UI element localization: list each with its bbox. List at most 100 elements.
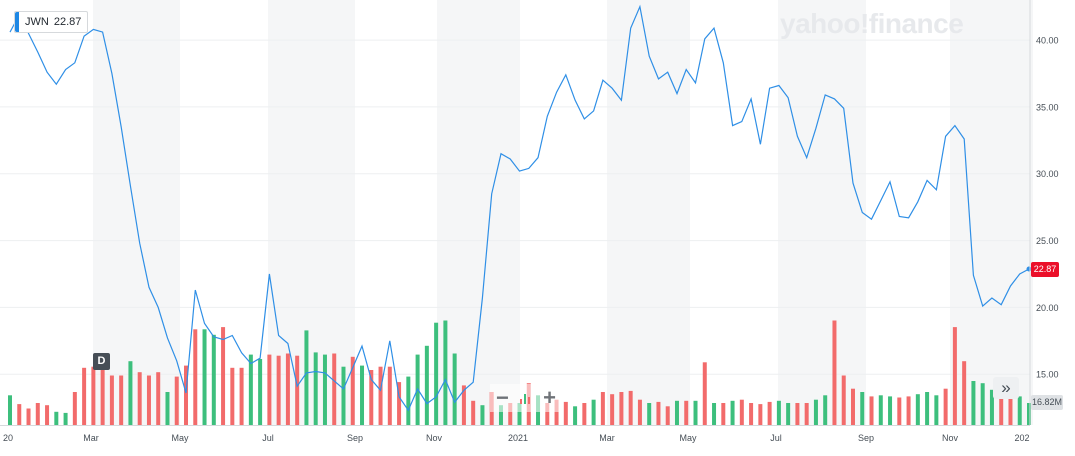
- y-tick-label: 35.00: [1036, 102, 1059, 112]
- series-color-swatch: [15, 12, 19, 32]
- x-tick-label: Nov: [942, 433, 959, 443]
- volume-bar: [999, 389, 1004, 425]
- volume-bar: [1017, 396, 1022, 425]
- y-axis: 15.00 20.00 25.00 30.00 35.00 40.00: [1029, 0, 1059, 425]
- volume-bar: [776, 400, 781, 425]
- volume-bar: [739, 399, 744, 425]
- volume-bar: [369, 370, 374, 425]
- volume-bar: [406, 376, 411, 425]
- volume-bar: [461, 385, 466, 425]
- last-volume-tag: 16.82M: [1031, 395, 1063, 410]
- volume-bar: [360, 365, 365, 425]
- zoom-in-button[interactable]: +: [543, 385, 556, 410]
- volume-bar: [452, 353, 457, 425]
- ticker-badge[interactable]: JWN 22.87: [14, 11, 89, 33]
- volume-bar: [322, 354, 327, 425]
- volume-bar: [248, 354, 253, 425]
- volume-bar: [72, 392, 77, 425]
- volume-bar: [230, 367, 235, 425]
- volume-bar: [943, 388, 948, 425]
- volume-bar: [823, 395, 828, 425]
- volume-bar: [897, 397, 902, 425]
- x-tick-label: Nov: [426, 433, 443, 443]
- volume-bar: [397, 382, 402, 425]
- volume-bar: [665, 406, 670, 425]
- volume-bar: [730, 400, 735, 425]
- dividend-marker[interactable]: D: [93, 353, 110, 370]
- volume-bar: [674, 400, 679, 425]
- last-price-tag: 22.87: [1031, 262, 1059, 277]
- volume-bar: [749, 403, 754, 425]
- volume-bar: [971, 381, 976, 425]
- volume-bar: [591, 399, 596, 425]
- volume-bar: [165, 392, 170, 425]
- month-band: [778, 0, 866, 425]
- x-tick-label: May: [171, 433, 189, 443]
- volume-bar: [813, 399, 818, 425]
- volume-bar: [545, 403, 550, 425]
- volume-bar: [91, 366, 96, 425]
- month-band: [268, 0, 355, 425]
- volume-bar: [156, 372, 161, 425]
- volume-bar: [35, 403, 40, 425]
- yahoo-finance-watermark: yahoo!finance: [780, 8, 964, 39]
- volume-bar: [304, 330, 309, 425]
- scroll-right-icon[interactable]: »: [993, 377, 1019, 399]
- price-series-line: [9, 4, 1030, 412]
- volume-bar: [637, 399, 642, 425]
- volume-bar: [962, 361, 967, 425]
- month-band: [607, 0, 690, 425]
- volume-bar: [350, 356, 355, 425]
- x-tick-label: Mar: [599, 433, 615, 443]
- volume-bar: [767, 401, 772, 425]
- x-tick-label: Jul: [262, 433, 274, 443]
- volume-bar: [600, 392, 605, 425]
- volume-bar: [276, 355, 281, 425]
- volume-bar: [554, 399, 559, 425]
- volume-bar: [573, 406, 578, 425]
- volume-bar: [563, 401, 568, 425]
- volume-bar: [832, 320, 837, 425]
- volume-bar: [795, 403, 800, 425]
- volume-bar: [989, 389, 994, 425]
- x-axis: 20 Mar May Jul Sep Nov 2021 Mar May Jul Sep Nov 202: [0, 425, 1030, 443]
- volume-bar: [63, 412, 68, 425]
- volume-bar: [498, 405, 503, 425]
- ticker-symbol: JWN: [25, 16, 49, 28]
- horizontal-gridlines: [0, 39, 1030, 375]
- x-tick-label: 202: [1014, 433, 1029, 443]
- x-tick-label: 2021: [508, 433, 528, 443]
- volume-bar: [221, 327, 226, 425]
- volume-bar: [146, 375, 151, 425]
- volume-bar: [850, 388, 855, 425]
- x-tick-label: 20: [3, 433, 13, 443]
- volume-bar: [174, 376, 179, 425]
- volume-bar: [925, 392, 930, 425]
- volume-bar: [82, 367, 87, 425]
- y-tick-label: 30.00: [1036, 169, 1059, 179]
- volume-bar: [443, 320, 448, 425]
- volume-bar: [137, 372, 142, 425]
- volume-bar: [424, 345, 429, 425]
- volume-bar: [582, 403, 587, 425]
- volume-bar: [211, 334, 216, 425]
- volume-bar: [332, 353, 337, 425]
- volume-bar: [341, 366, 346, 425]
- volume-bar: [109, 375, 114, 425]
- x-tick-label: Mar: [83, 433, 99, 443]
- volume-bar: [712, 403, 717, 425]
- y-tick-label: 20.00: [1036, 303, 1059, 313]
- y-tick-label: 40.00: [1036, 36, 1059, 46]
- chart-type-icon[interactable]: [519, 391, 533, 405]
- volume-bar: [239, 367, 244, 425]
- volume-bar: [888, 396, 893, 425]
- volume-bar: [619, 392, 624, 425]
- volume-bar: [387, 366, 392, 425]
- zoom-out-button[interactable]: −: [496, 385, 509, 410]
- volume-bar: [610, 394, 615, 425]
- y-tick-label: 25.00: [1036, 236, 1059, 246]
- volume-bar: [934, 395, 939, 425]
- volume-bar: [267, 354, 272, 425]
